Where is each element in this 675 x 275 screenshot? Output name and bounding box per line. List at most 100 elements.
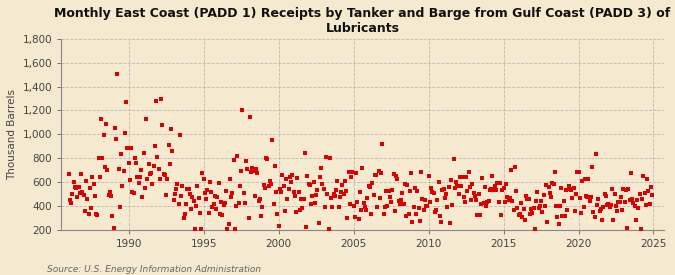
Point: [237, 108, 248, 112]
Point: [364, 185, 375, 189]
Point: [196, 227, 207, 231]
Point: [133, 180, 144, 185]
Point: [107, 214, 118, 218]
Point: [418, 208, 429, 213]
Title: Monthly East Coast (PADD 1) Receipts by Tanker and Barge from Gulf Coast (PADD 3: Monthly East Coast (PADD 1) Receipts by …: [55, 7, 671, 35]
Point: [250, 194, 261, 198]
Point: [72, 195, 83, 199]
Point: [227, 191, 238, 195]
Point: [199, 191, 210, 196]
Point: [617, 208, 628, 212]
Point: [284, 175, 295, 179]
Point: [300, 150, 310, 155]
Point: [598, 205, 609, 209]
Point: [547, 181, 558, 185]
Point: [618, 187, 629, 191]
Point: [88, 182, 99, 186]
Point: [275, 187, 286, 191]
Point: [292, 176, 302, 180]
Point: [560, 214, 570, 218]
Point: [168, 198, 179, 203]
Point: [633, 206, 644, 210]
Point: [628, 201, 639, 205]
Point: [184, 192, 195, 197]
Point: [156, 97, 167, 101]
Point: [510, 165, 520, 170]
Point: [429, 210, 440, 214]
Point: [180, 212, 190, 216]
Point: [460, 175, 471, 179]
Point: [315, 175, 325, 179]
Point: [272, 212, 283, 216]
Point: [312, 188, 323, 192]
Point: [622, 226, 632, 230]
Point: [551, 204, 562, 208]
Point: [398, 202, 409, 206]
Point: [140, 185, 151, 190]
Point: [68, 180, 79, 184]
Point: [408, 205, 419, 210]
Point: [198, 177, 209, 181]
Point: [456, 183, 466, 188]
Point: [152, 155, 163, 160]
Point: [271, 189, 281, 194]
Point: [507, 199, 518, 203]
Point: [595, 209, 605, 213]
Point: [563, 184, 574, 188]
Point: [209, 194, 220, 199]
Point: [479, 185, 490, 189]
Point: [290, 193, 300, 198]
Point: [200, 197, 211, 201]
Point: [591, 152, 601, 156]
Point: [162, 177, 173, 182]
Point: [153, 167, 164, 171]
Point: [95, 174, 105, 179]
Point: [607, 187, 618, 191]
Point: [557, 214, 568, 218]
Point: [438, 187, 449, 191]
Point: [354, 189, 365, 194]
Point: [620, 199, 630, 204]
Point: [578, 204, 589, 209]
Point: [645, 202, 655, 207]
Point: [203, 211, 214, 216]
Point: [425, 200, 435, 204]
Point: [542, 220, 553, 224]
Point: [643, 189, 654, 193]
Point: [567, 196, 578, 200]
Point: [134, 175, 145, 179]
Point: [482, 199, 493, 204]
Point: [367, 181, 378, 185]
Point: [294, 208, 305, 212]
Point: [143, 161, 154, 166]
Point: [568, 186, 579, 190]
Point: [155, 177, 165, 181]
Point: [146, 171, 157, 176]
Point: [366, 212, 377, 216]
Point: [595, 207, 606, 212]
Point: [481, 204, 491, 208]
Point: [105, 189, 115, 194]
Point: [527, 211, 538, 216]
Point: [548, 182, 559, 186]
Point: [340, 178, 350, 183]
Point: [126, 145, 136, 150]
Point: [503, 198, 514, 203]
Point: [372, 205, 383, 209]
Point: [117, 184, 128, 188]
Point: [392, 177, 403, 181]
Point: [300, 225, 311, 229]
Point: [130, 155, 140, 160]
Point: [319, 205, 330, 209]
Point: [265, 179, 275, 183]
Point: [610, 192, 620, 196]
Point: [327, 205, 338, 210]
Point: [178, 216, 189, 220]
Point: [391, 174, 402, 178]
Point: [369, 173, 380, 177]
Point: [476, 202, 487, 206]
Point: [504, 195, 515, 200]
Point: [176, 193, 186, 198]
Point: [337, 183, 348, 187]
Point: [506, 168, 516, 172]
